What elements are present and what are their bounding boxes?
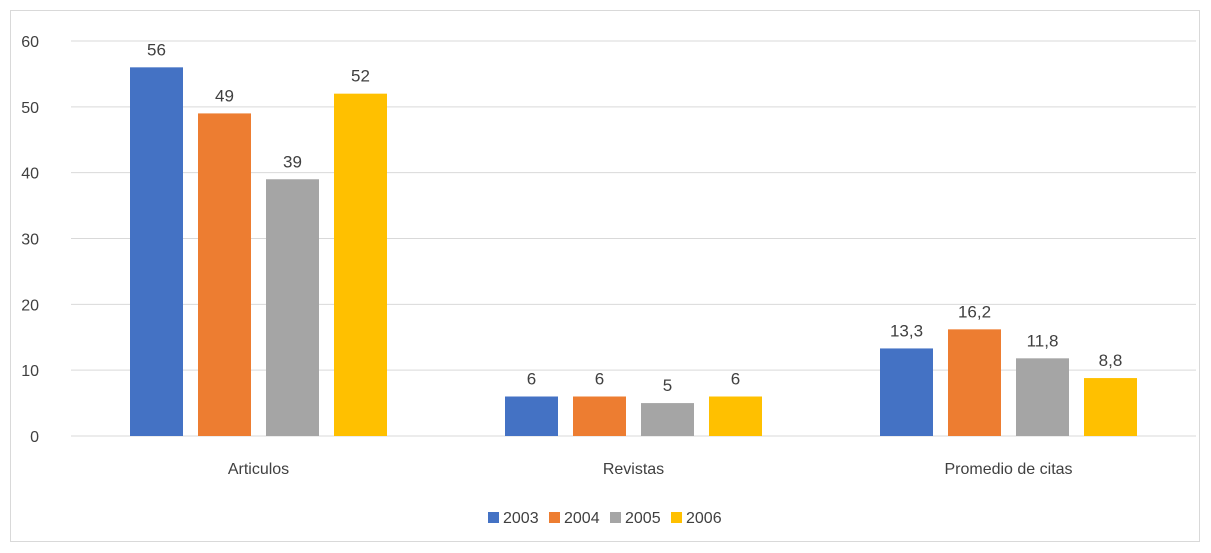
data-label-2003-2: 13,3 <box>890 321 923 340</box>
bar-2005-2 <box>1016 358 1069 436</box>
gridlines <box>71 40 1196 437</box>
y-tick-label: 30 <box>21 232 39 249</box>
x-category-label: Revistas <box>603 461 664 478</box>
data-label-2005-2: 11,8 <box>1027 331 1059 350</box>
data-label-2005-1: 5 <box>663 376 672 395</box>
x-category-label: Articulos <box>228 461 289 478</box>
x-category-label: Promedio de citas <box>944 461 1072 478</box>
bar-2004-0 <box>198 113 251 437</box>
bar-2006-1 <box>709 396 762 436</box>
data-label-2006-1: 6 <box>731 370 740 389</box>
legend: 2003 2004 2005 2006 <box>488 510 722 527</box>
legend-swatch-2004 <box>549 512 560 523</box>
data-label-2004-2: 16,2 <box>958 302 991 321</box>
y-tick-label: 40 <box>21 166 39 183</box>
y-tick-label: 60 <box>21 34 39 51</box>
bar-2005-0 <box>266 179 319 436</box>
legend-swatch-2003 <box>488 512 499 523</box>
legend-label-2006: 2006 <box>686 510 722 527</box>
data-label-2004-1: 6 <box>595 370 604 389</box>
data-label-2003-0: 56 <box>147 40 166 59</box>
legend-label-2005: 2005 <box>625 510 661 527</box>
data-label-2004-0: 49 <box>215 86 234 105</box>
legend-swatch-2005 <box>610 512 621 523</box>
data-label-2006-0: 52 <box>351 67 370 86</box>
y-tick-label: 10 <box>21 363 39 380</box>
data-label-2006-2: 8,8 <box>1099 351 1123 370</box>
y-tick-label: 20 <box>21 297 39 314</box>
y-tick-label: 50 <box>21 100 39 117</box>
y-axis-ticks: 0 10 20 30 40 50 60 <box>21 34 39 446</box>
bar-2003-2 <box>880 348 933 436</box>
x-axis-categories: Articulos Revistas Promedio de citas <box>228 461 1073 478</box>
bar-2003-0 <box>130 67 183 437</box>
data-label-2005-0: 39 <box>283 152 302 171</box>
bar-2003-1 <box>505 396 558 436</box>
data-label-2003-1: 6 <box>527 370 536 389</box>
y-tick-label: 0 <box>30 429 39 446</box>
bar-2006-2 <box>1084 378 1137 436</box>
legend-label-2004: 2004 <box>564 510 600 527</box>
legend-label-2003: 2003 <box>503 510 539 527</box>
bar-2005-1 <box>641 403 694 436</box>
bar-2004-1 <box>573 396 626 436</box>
bars <box>130 67 1137 437</box>
bar-2006-0 <box>334 93 387 437</box>
legend-swatch-2006 <box>671 512 682 523</box>
bar-2004-2 <box>948 329 1001 436</box>
chart-frame: 0 10 20 30 40 50 60 56 49 39 52 6 6 5 6 13,3 16,2 11,8 8,… <box>10 10 1200 542</box>
